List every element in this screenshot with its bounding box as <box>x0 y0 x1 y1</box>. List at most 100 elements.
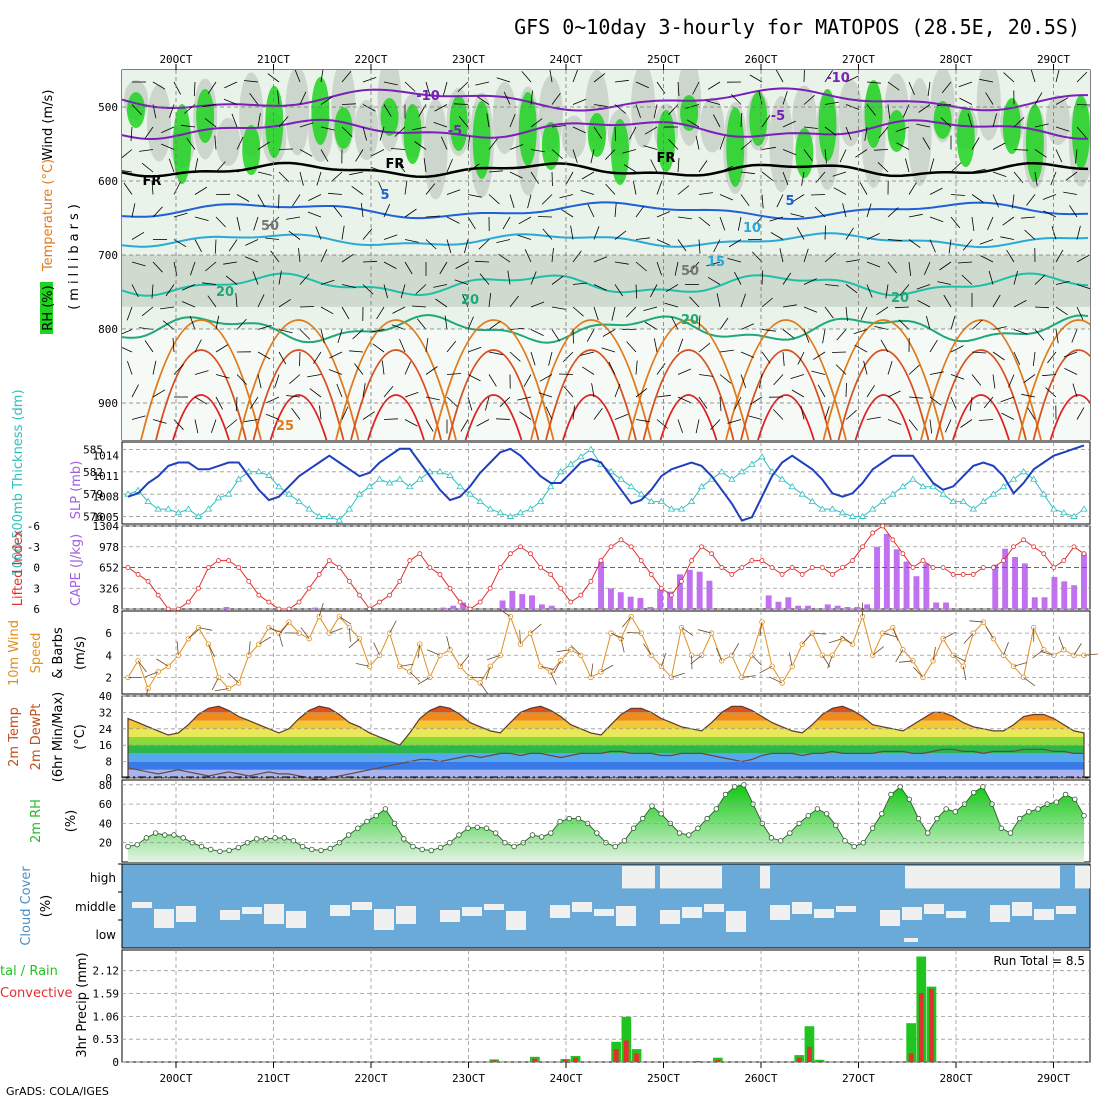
wind-barb <box>371 149 385 157</box>
wind-barb <box>752 216 763 228</box>
rh-line-point <box>713 806 720 812</box>
wind-barb <box>458 116 469 128</box>
cape-bar <box>844 607 851 609</box>
wind-barb <box>181 124 196 128</box>
wind-barb <box>740 171 755 175</box>
wind-barb <box>674 261 679 276</box>
rh-band-mid <box>122 255 1090 307</box>
wind-barb <box>331 171 343 182</box>
rh-line-point <box>658 811 664 817</box>
rh-line-point <box>566 815 572 822</box>
wind-barb <box>1065 171 1078 181</box>
date-label-top: 23OCT <box>452 53 485 66</box>
wind-barb <box>643 306 658 311</box>
wind-barb <box>235 293 238 308</box>
lifted-index-point <box>417 551 423 557</box>
wind-barb-10m <box>759 665 773 674</box>
slp-tick: 1005 <box>93 511 120 524</box>
cape-bar <box>450 605 457 609</box>
wind-barb <box>796 227 805 240</box>
lifted-index-point <box>658 585 664 591</box>
wind-barb <box>668 139 679 150</box>
cape-bar <box>529 595 535 609</box>
wind-barb <box>404 180 408 195</box>
wind-barb <box>518 216 532 225</box>
cape-bar <box>854 607 861 609</box>
wind-barb <box>545 406 553 420</box>
lifted-index-point <box>266 599 272 605</box>
slp-thickness-panel <box>121 441 1091 525</box>
cloud-clear-mid <box>946 911 966 918</box>
thickness-line-point <box>728 475 736 482</box>
wind-barb <box>572 126 586 134</box>
wind-barb <box>461 294 469 308</box>
lifted-index-point <box>719 565 725 570</box>
wind-barb <box>664 302 679 308</box>
wind-barb <box>1069 205 1078 218</box>
wind-barb <box>835 364 847 375</box>
warm-contour <box>740 349 832 440</box>
wind-barb <box>521 71 532 83</box>
wind-barb <box>383 284 388 299</box>
wind-barb <box>572 98 587 105</box>
warm-contour <box>269 394 328 440</box>
rh-line-point <box>125 843 131 850</box>
thickness-line-point <box>1040 490 1048 497</box>
wind-barb <box>488 320 501 330</box>
wind-barb-10m <box>681 627 694 636</box>
wind-barb-10m <box>470 677 485 679</box>
date-label-top: 24OCT <box>549 53 582 66</box>
wind-barb <box>758 90 763 105</box>
wind-barb <box>299 171 304 186</box>
wind-barb <box>698 342 711 353</box>
wind-barb <box>980 255 994 263</box>
wind-barb <box>940 117 952 128</box>
warm-contour <box>367 394 425 440</box>
cape-bar <box>864 604 871 609</box>
wind-barb-10m <box>329 627 343 634</box>
wind-barb-10m <box>953 654 966 662</box>
date-label-bottom: 24OCT <box>549 1072 582 1085</box>
thickness-line-point <box>305 505 313 512</box>
wind-barb-10m <box>643 643 652 656</box>
wind-barb <box>530 90 533 105</box>
temp-tick: 0 <box>105 772 112 785</box>
wind-barb <box>551 149 563 160</box>
warm-contour <box>155 349 247 440</box>
wind-barb <box>270 250 280 263</box>
wind-barb <box>538 392 553 398</box>
wind-barb <box>517 234 532 240</box>
lifted-index-point <box>900 551 906 557</box>
wind-barb <box>929 339 938 353</box>
lifted-index-point <box>306 585 312 591</box>
li-tick: 6 <box>33 603 40 616</box>
wind-barb <box>922 137 931 150</box>
slp-tick: 1014 <box>93 450 120 463</box>
wind-barb-10m <box>698 629 712 634</box>
lifted-index-point <box>125 565 131 570</box>
lifted-index-point <box>477 599 483 605</box>
warm-contour <box>837 349 930 440</box>
wind-barb <box>257 171 272 176</box>
wind-barb-10m <box>188 629 200 639</box>
lifted-index-point <box>256 592 262 598</box>
rh-line-point <box>492 830 499 836</box>
wind-barb <box>299 329 311 340</box>
cape-bar <box>460 602 466 609</box>
wind-barb <box>937 281 952 285</box>
precip-conv-bar <box>634 1053 639 1062</box>
wind-barb <box>249 93 259 105</box>
slp-label: SLP (mb) <box>69 461 84 520</box>
thickness-line-point <box>365 482 374 490</box>
wind-barb <box>288 230 301 240</box>
temp-band <box>128 728 1084 737</box>
wind-barb <box>1030 70 1036 83</box>
rh-shade-grey <box>907 78 932 186</box>
lifted-index-point <box>497 565 503 570</box>
wind-barb-10m <box>485 666 491 680</box>
wind-barb-10m <box>208 644 215 657</box>
wind-barb <box>761 351 771 364</box>
wind-barb <box>899 284 910 296</box>
wind-barb <box>173 181 181 195</box>
wind-barb <box>1034 329 1045 341</box>
